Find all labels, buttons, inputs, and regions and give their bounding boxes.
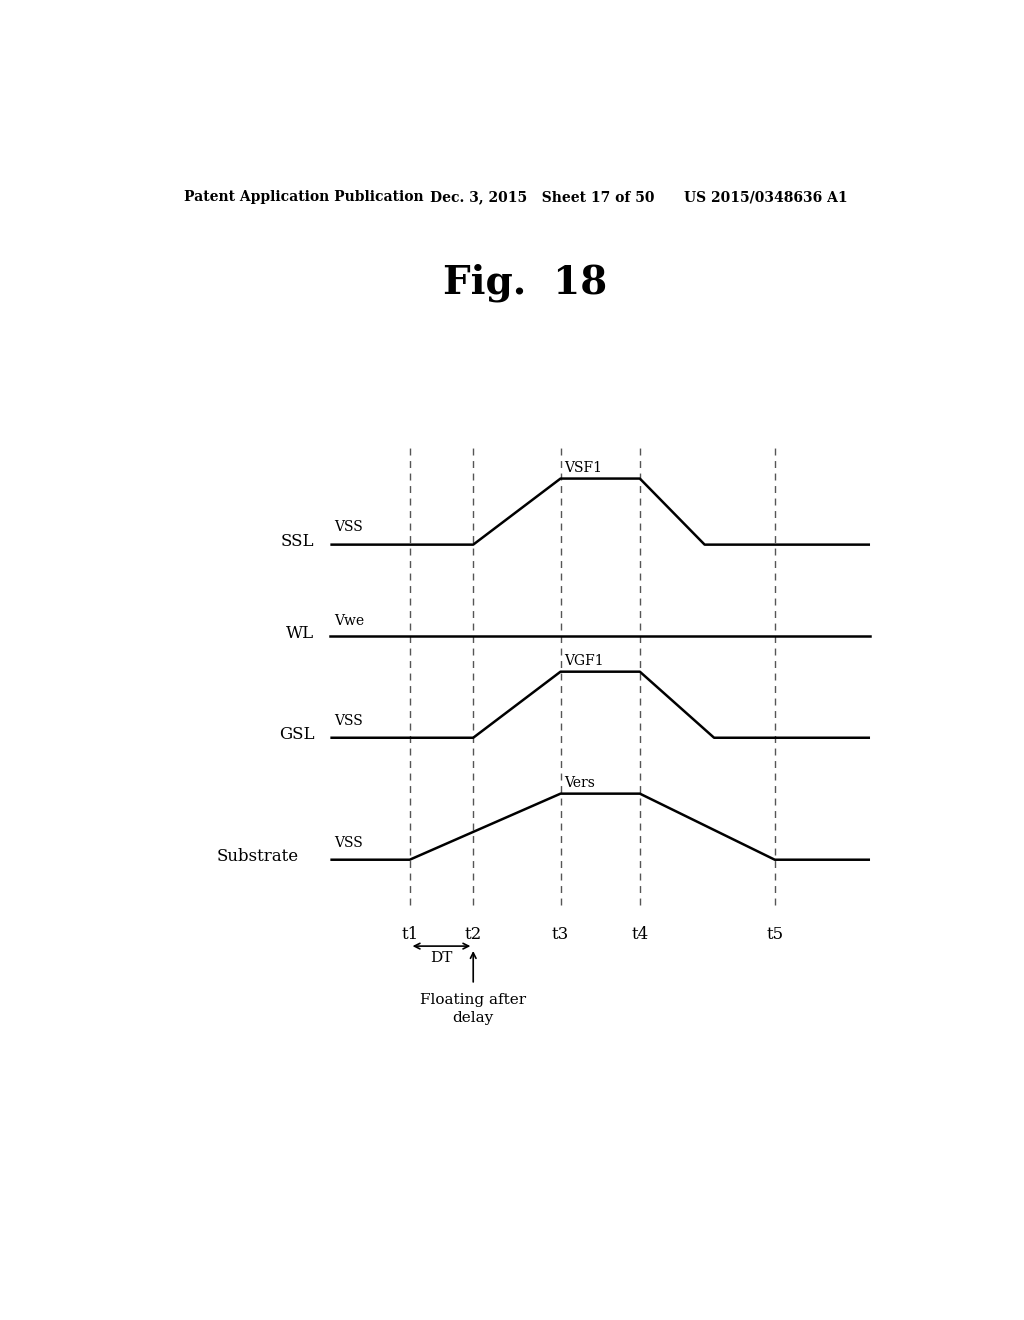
Text: VSF1: VSF1 xyxy=(564,461,602,474)
Text: GSL: GSL xyxy=(279,726,314,743)
Text: SSL: SSL xyxy=(281,533,314,550)
Text: t4: t4 xyxy=(631,925,648,942)
Text: Floating after
delay: Floating after delay xyxy=(420,993,526,1026)
Text: Dec. 3, 2015   Sheet 17 of 50: Dec. 3, 2015 Sheet 17 of 50 xyxy=(430,190,654,205)
Text: t5: t5 xyxy=(766,925,783,942)
Text: t3: t3 xyxy=(552,925,569,942)
Text: DT: DT xyxy=(430,952,453,965)
Text: Vwe: Vwe xyxy=(334,614,365,628)
Text: VSS: VSS xyxy=(334,520,364,535)
Text: US 2015/0348636 A1: US 2015/0348636 A1 xyxy=(684,190,847,205)
Text: Fig.  18: Fig. 18 xyxy=(442,263,607,302)
Text: Vers: Vers xyxy=(564,776,595,789)
Text: VGF1: VGF1 xyxy=(564,653,604,668)
Text: Substrate: Substrate xyxy=(216,849,299,865)
Text: VSS: VSS xyxy=(334,714,364,727)
Text: VSS: VSS xyxy=(334,836,364,850)
Text: t1: t1 xyxy=(401,925,419,942)
Text: WL: WL xyxy=(287,624,314,642)
Text: t2: t2 xyxy=(465,925,482,942)
Text: Patent Application Publication: Patent Application Publication xyxy=(183,190,423,205)
